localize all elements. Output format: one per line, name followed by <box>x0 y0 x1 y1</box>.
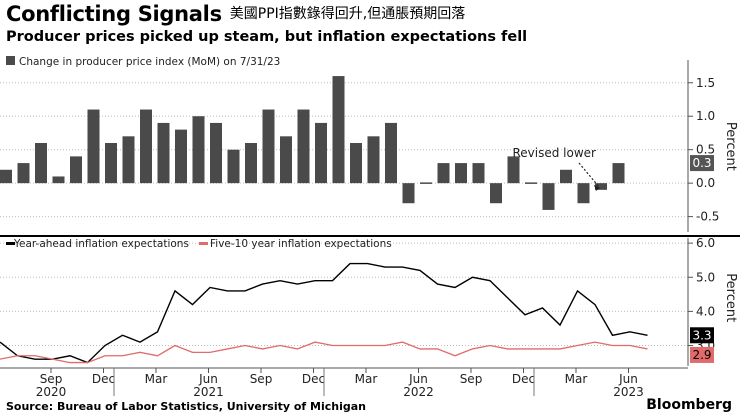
ppi-bar <box>490 183 502 204</box>
ppi-bar <box>262 109 275 184</box>
ppi-bar <box>350 143 362 184</box>
bar-y-tick-label: 0.5 <box>696 143 715 157</box>
ppi-bar <box>595 183 607 190</box>
ppi-bar <box>297 109 310 184</box>
chart-subtitle: Producer prices picked up steam, but inf… <box>6 29 528 45</box>
five-ten-legend-swatch <box>199 242 208 245</box>
x-year-label: 2022 <box>403 385 434 399</box>
ppi-bar <box>245 143 257 184</box>
ppi-bar <box>525 182 537 184</box>
x-month-label: Mar <box>565 372 588 386</box>
bloomberg-logo: Bloomberg <box>646 397 732 413</box>
title-row: Conflicting Signals 美國PPI指數錄得回升,但通脹預期回落 <box>6 2 465 28</box>
five-ten-legend-label: Five-10 year inflation expectations <box>210 238 392 250</box>
line-y-tick-label: 4.0 <box>696 304 715 318</box>
five-ten-end-label: 2.9 <box>692 348 711 362</box>
bar-y-tick-label: 1.5 <box>696 76 715 90</box>
x-month-label: Jun <box>618 372 638 386</box>
x-month-label: Dec <box>92 372 115 386</box>
x-month-label: Dec <box>302 372 325 386</box>
ppi-bar <box>52 176 65 184</box>
ppi-bar <box>70 156 82 184</box>
ppi-bar <box>175 129 187 184</box>
chart-title: Conflicting Signals <box>6 2 222 26</box>
bar-y-tick-label: 1.0 <box>696 109 715 123</box>
ppi-bar <box>87 109 100 184</box>
five-ten-year-line <box>0 341 648 364</box>
ppi-bar <box>437 163 450 184</box>
x-month-label: Jun <box>408 372 428 386</box>
revised-lower-arrow <box>578 162 600 188</box>
ppi-bar <box>140 109 152 184</box>
chart-title-chinese: 美國PPI指數錄得回升,但通脹預期回落 <box>229 6 466 22</box>
line-y-tick-label: 6.0 <box>696 236 715 250</box>
ppi-bar <box>367 136 380 184</box>
five-ten-end-badge <box>690 346 714 363</box>
source-note: Source: Bureau of Labor Statistics, Univ… <box>6 400 367 413</box>
bar-y-axis-title: Percent <box>723 122 738 171</box>
ppi-bar <box>227 149 240 184</box>
ppi-bar <box>17 163 30 184</box>
year-ahead-legend-swatch <box>6 242 15 245</box>
x-year-label: 2020 <box>36 385 67 399</box>
revised-lower-arrowhead <box>594 184 600 191</box>
bar-last-value-badge <box>690 155 714 172</box>
ppi-bar <box>612 163 625 184</box>
x-month-label: Sep <box>460 372 483 386</box>
x-month-label: Mar <box>145 372 168 386</box>
x-month-label: Dec <box>512 372 535 386</box>
x-month-label: Jun <box>198 372 218 386</box>
ppi-bar <box>122 136 135 184</box>
line-y-tick-label: 5.0 <box>696 270 715 284</box>
bar-y-tick-label: 0.0 <box>696 176 715 190</box>
ppi-bar <box>542 183 555 210</box>
ppi-bar <box>210 122 222 184</box>
ppi-bar <box>192 116 205 184</box>
ppi-bar <box>577 183 590 204</box>
bar-last-value-label: 0.3 <box>692 156 711 170</box>
year-ahead-end-label: 3.3 <box>692 328 711 342</box>
line-y-axis-title: Percent <box>723 273 738 322</box>
ppi-bar <box>0 169 12 184</box>
ppi-bar <box>507 156 520 184</box>
year-ahead-legend-label: Year-ahead inflation expectations <box>13 238 189 250</box>
ppi-bar <box>105 143 117 184</box>
revised-lower-annotation: Revised lower <box>513 146 597 160</box>
x-month-label: Mar <box>355 372 378 386</box>
ppi-bar <box>332 76 345 184</box>
x-month-label: Sep <box>250 372 273 386</box>
year-ahead-line <box>0 262 648 364</box>
ppi-bar <box>280 136 292 184</box>
ppi-bar <box>420 182 432 184</box>
bar-legend-label: Change in producer price index (MoM) on … <box>19 56 280 68</box>
bar-y-tick-label: -0.5 <box>696 210 719 224</box>
ppi-bar <box>560 169 572 184</box>
ppi-bar <box>385 122 397 184</box>
year-ahead-end-badge <box>690 327 714 344</box>
ppi-bar <box>402 183 415 204</box>
ppi-bar <box>157 122 170 184</box>
x-year-label: 2023 <box>613 385 644 399</box>
bar-legend-swatch <box>6 56 15 65</box>
ppi-bar <box>455 163 467 184</box>
x-month-label: Sep <box>40 372 63 386</box>
ppi-bar <box>472 163 485 184</box>
ppi-bar <box>315 122 327 184</box>
ppi-bar <box>35 143 47 184</box>
x-year-label: 2021 <box>193 385 224 399</box>
